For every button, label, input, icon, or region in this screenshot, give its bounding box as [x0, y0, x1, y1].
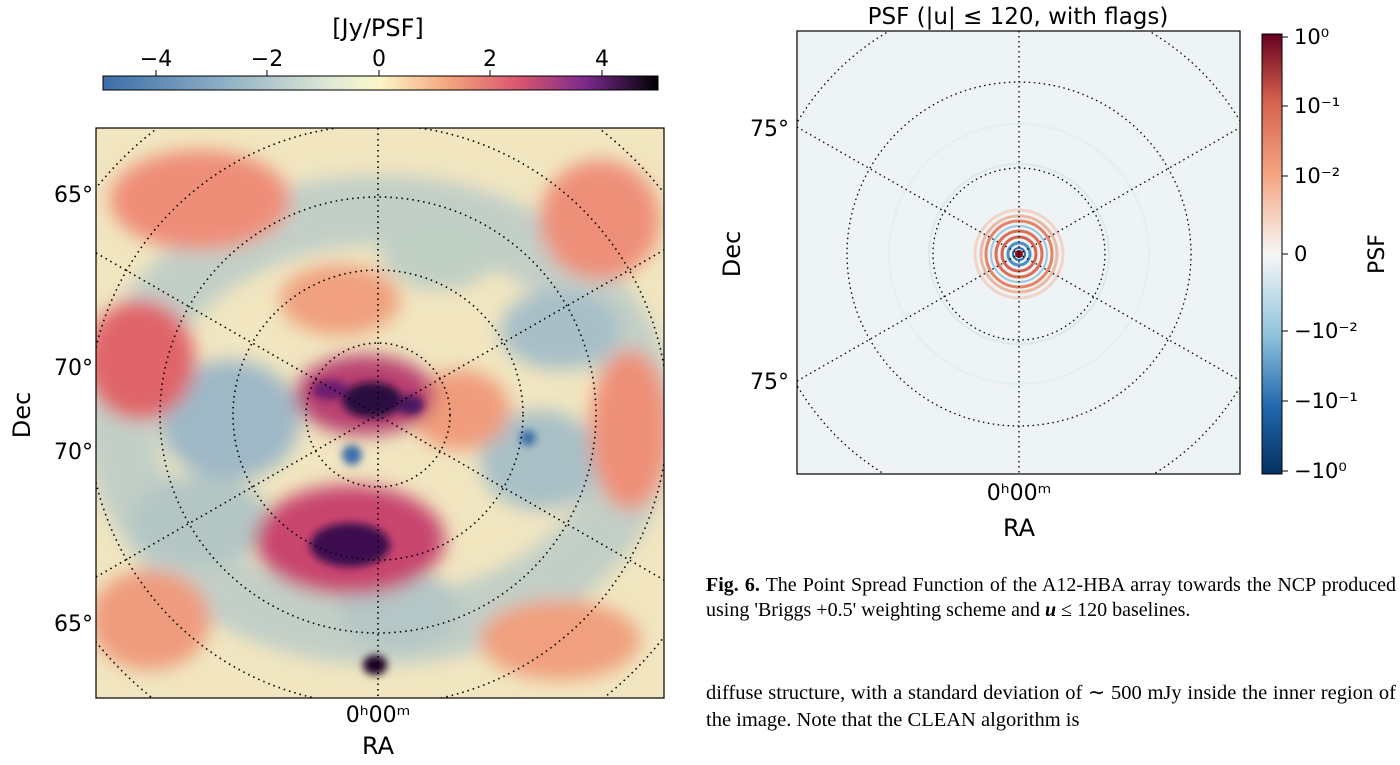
psf-ra-tick-label: 0ʰ00ᵐ	[987, 481, 1052, 506]
dec-tick-label: 70°	[54, 440, 93, 465]
psf-svg: PSF (|u| ≤ 120, with flags)	[718, 4, 1390, 542]
colorbar-tick: 2	[483, 47, 497, 72]
sky-map-figure: [Jy/PSF] −4 −2 0 2 4	[0, 0, 680, 760]
psf-frame	[796, 30, 1241, 475]
graticule	[96, 128, 664, 698]
colorbar	[102, 75, 659, 91]
sky-map-frame	[95, 127, 665, 699]
psf-dec-tick-label: 75°	[750, 370, 789, 395]
caption-text: The Point Spread Function of the A12-HBA…	[706, 574, 1396, 621]
colorbar-tick: 4	[595, 47, 609, 72]
psf-title: PSF (|u| ≤ 120, with flags)	[868, 4, 1169, 30]
sky-map-svg: [Jy/PSF] −4 −2 0 2 4	[8, 14, 665, 760]
colorbar-tick: −2	[251, 47, 283, 72]
sky-map-image	[96, 128, 664, 698]
y-axis-label: Dec	[8, 392, 36, 438]
ra-tick-label: 0ʰ00ᵐ	[346, 703, 411, 728]
body-paragraph: diffuse structure, with a standard devia…	[706, 682, 1396, 731]
psf-x-axis-label: RA	[1003, 514, 1036, 542]
colorbar-tick: 0	[372, 47, 386, 72]
colorbar-label: [Jy/PSF]	[332, 14, 424, 42]
psf-colorbar-tick: −10⁻¹	[1294, 389, 1358, 413]
psf-colorbar-tick: −10⁻²	[1294, 319, 1358, 343]
psf-dec-tick-label: 75°	[750, 117, 789, 142]
colorbar-ticks: −4 −2 0 2 4	[140, 47, 609, 72]
psf-colorbar-label: PSF	[1365, 234, 1390, 274]
psf-colorbar-ticks: 10⁰ 10⁻¹ 10⁻² 0 −10⁻² −10⁻¹ −10⁰	[1294, 25, 1358, 483]
psf-colorbar-tick: 10⁰	[1294, 25, 1329, 49]
dec-tick-label: 70°	[54, 356, 93, 381]
colorbar-tick: −4	[140, 47, 172, 72]
psf-colorbar-tick: 10⁻¹	[1294, 94, 1340, 118]
figure-label: Fig. 6.	[706, 574, 760, 596]
dec-tick-label: 65°	[54, 183, 93, 208]
figure-caption: Fig. 6. The Point Spread Function of the…	[706, 573, 1396, 623]
psf-image	[797, 31, 1240, 474]
psf-colorbar	[1261, 33, 1283, 475]
psf-colorbar-tick: 0	[1294, 242, 1307, 266]
psf-colorbar-tick: −10⁰	[1294, 459, 1347, 483]
psf-y-axis-label: Dec	[718, 231, 746, 277]
psf-figure: PSF (|u| ≤ 120, with flags)	[700, 0, 1400, 560]
psf-colorbar-tick: 10⁻²	[1294, 164, 1340, 188]
caption-symbol: u	[1045, 599, 1057, 621]
x-axis-label: RA	[362, 732, 395, 760]
dec-tick-label: 65°	[54, 612, 93, 637]
caption-text-end: ≤ 120 baselines.	[1056, 599, 1191, 621]
psf-graticule	[797, 31, 1240, 474]
